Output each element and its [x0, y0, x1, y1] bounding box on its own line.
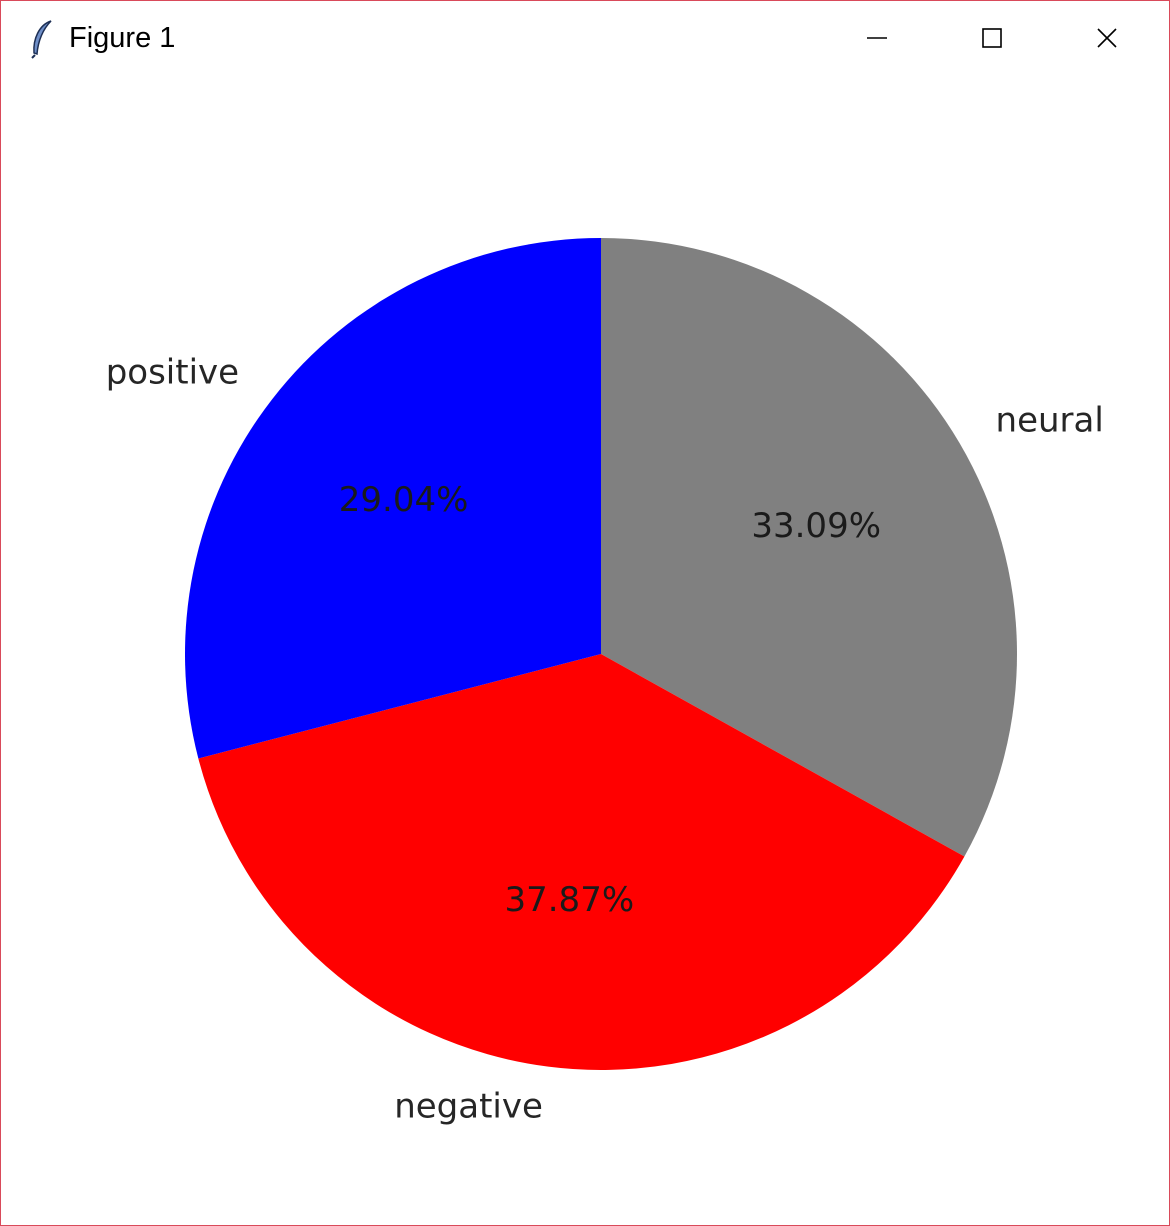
slice-label-positive: positive — [106, 352, 239, 392]
figure-canvas: neural 33.09% negative 37.87% positive 29.04% — [1, 75, 1169, 1225]
slice-label-neural: neural — [996, 401, 1104, 441]
maximize-icon — [982, 28, 1002, 48]
slice-pct-neural: 33.09% — [751, 506, 881, 546]
maximize-button[interactable] — [936, 1, 1048, 75]
pie-slice-neural — [601, 238, 1018, 857]
slice-label-negative: negative — [394, 1086, 543, 1126]
minimize-button[interactable] — [821, 1, 933, 75]
slice-pct-negative: 37.87% — [504, 880, 634, 920]
pie-chart: neural 33.09% negative 37.87% positive 29.04% — [106, 238, 1104, 1126]
slice-pct-positive: 29.04% — [339, 480, 469, 520]
window-title: Figure 1 — [69, 22, 176, 54]
title-bar[interactable]: Figure 1 — [1, 1, 1169, 75]
close-icon — [1097, 28, 1117, 48]
close-button[interactable] — [1051, 1, 1163, 75]
feather-icon — [31, 20, 52, 59]
minimize-icon — [867, 37, 887, 39]
pie-slice-positive — [185, 238, 602, 759]
pie-slice-negative — [198, 654, 965, 1071]
